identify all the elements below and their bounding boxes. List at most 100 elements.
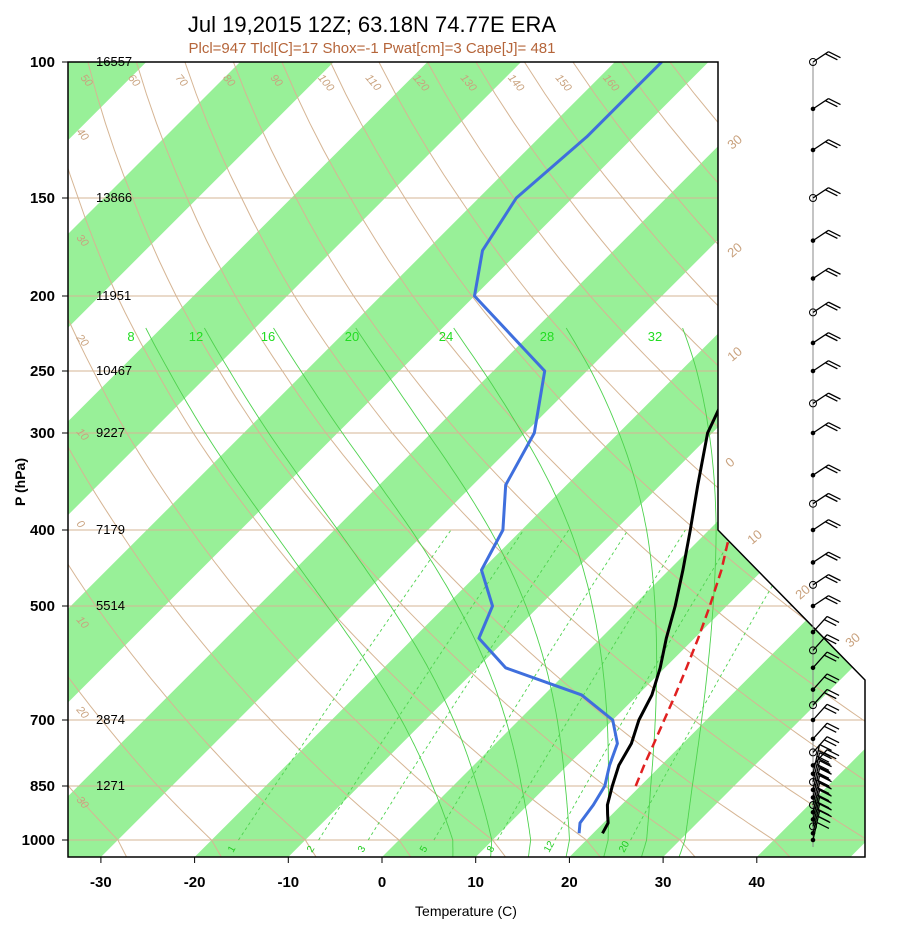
moist-adiabat xyxy=(565,327,658,857)
moist-adiabat xyxy=(355,327,570,857)
dry-adiabat-label: 140 xyxy=(505,72,527,94)
wind-barb-feather xyxy=(823,692,837,700)
moist-adiabat xyxy=(204,327,493,857)
wind-barb-feather xyxy=(817,780,831,789)
wind-station-marker xyxy=(809,580,817,589)
mixing-ratio-label: 5 xyxy=(418,844,431,855)
moist-adiabat xyxy=(677,327,717,857)
moist-adiabat-label: 20 xyxy=(345,329,359,344)
dry-adiabat xyxy=(68,62,130,857)
dry-adiabat xyxy=(426,62,865,857)
wind-station-marker xyxy=(809,194,817,202)
axis-labels: Jul 19,2015 12Z; 63.18N 74.77E ERA Plcl=… xyxy=(12,12,556,919)
wind-barb-staff xyxy=(812,187,829,199)
wind-barb-feather xyxy=(819,796,832,804)
pressure-tick-label: 1000 xyxy=(22,832,55,849)
wind-barb-feather xyxy=(826,703,840,711)
dry-adiabat-label: 20 xyxy=(73,703,91,722)
moist-adiabat-label: 8 xyxy=(127,329,134,344)
wind-barb-staff xyxy=(812,139,829,151)
mixing-ratio-label: 3 xyxy=(356,844,369,855)
temperature-tick-label: 40 xyxy=(748,874,765,891)
wind-barbs xyxy=(809,51,841,847)
wind-barb-staff xyxy=(812,615,828,633)
y-axis-label: P (hPa) xyxy=(12,458,28,506)
pressure-tick-label: 850 xyxy=(30,778,55,795)
wind-barb-staff xyxy=(812,492,829,505)
wind-barb-staff xyxy=(812,574,829,586)
wind-barb-staff xyxy=(812,634,828,651)
wind-barb-feather xyxy=(828,301,841,309)
wind-barb-feather xyxy=(828,422,841,430)
height-label: 7179 xyxy=(96,522,125,537)
temperature-tick-label: -20 xyxy=(184,874,206,891)
wind-barb-feather xyxy=(825,189,838,197)
wind-barb-staff xyxy=(812,551,829,564)
plot-frame xyxy=(67,61,866,858)
height-label: 13866 xyxy=(96,190,132,205)
wind-barb-staff xyxy=(812,797,821,827)
wind-barb-staff xyxy=(812,595,829,607)
wind-barb-staff xyxy=(812,267,829,280)
isotherm-label: 30 xyxy=(724,132,745,153)
wind-barb-feather xyxy=(819,782,832,790)
height-label: 16557 xyxy=(96,54,132,69)
wind-barb-staff xyxy=(812,332,829,344)
wind-barb-feather xyxy=(825,269,838,277)
wind-barb-feather xyxy=(819,752,832,760)
wind-barb-staff xyxy=(812,689,828,706)
pressure-tick-label: 400 xyxy=(30,522,55,539)
mixing-ratio-label: 2 xyxy=(305,844,318,855)
parcel-line xyxy=(634,538,730,787)
isotherm-label: 10 xyxy=(724,344,745,365)
wind-barb-feather xyxy=(828,551,841,559)
wind-barb-feather xyxy=(826,615,840,623)
dry-adiabat xyxy=(281,62,865,857)
wind-barb-feather xyxy=(819,803,832,811)
mixing-ratio-line xyxy=(497,529,686,841)
pressure-tick-label: 250 xyxy=(30,363,55,380)
wind-barb-staff xyxy=(812,810,821,841)
wind-barb-staff xyxy=(812,651,828,669)
wind-barb-feather xyxy=(828,519,841,527)
height-label: 10467 xyxy=(96,363,132,378)
dry-adiabat xyxy=(68,62,320,857)
wind-barb-staff xyxy=(812,760,821,791)
dry-adiabat xyxy=(68,62,510,857)
wind-barb-staff xyxy=(812,703,828,721)
wind-barb-feather xyxy=(828,229,841,237)
wind-barb-feather xyxy=(823,739,837,747)
mixing-ratio-line xyxy=(554,529,738,841)
wind-barb-feather xyxy=(828,595,841,603)
wind-barb-feather xyxy=(819,810,832,818)
wind-barb-staff xyxy=(812,744,821,774)
dry-adiabat xyxy=(184,62,865,857)
height-label: 11951 xyxy=(96,288,131,303)
dewpoint-line xyxy=(473,62,663,834)
wind-barb-feather xyxy=(825,576,838,584)
wind-barb-feather xyxy=(823,654,837,662)
green-band xyxy=(68,62,522,857)
wind-barb-feather xyxy=(828,51,841,59)
wind-barb-feather xyxy=(825,553,838,561)
wind-station-marker xyxy=(809,646,817,655)
height-label: 5514 xyxy=(96,598,125,613)
isotherm-label: 0 xyxy=(722,454,737,470)
moist-adiabat xyxy=(273,327,532,857)
height-label: 1271 xyxy=(96,778,125,793)
wind-barb-feather xyxy=(817,757,831,766)
wind-barb-feather xyxy=(817,749,831,757)
pressure-tick-label: 200 xyxy=(30,288,55,305)
dry-adiabat-label: 150 xyxy=(553,72,575,94)
pressure-tick-label: 700 xyxy=(30,712,55,729)
pressure-tick-label: 500 xyxy=(30,598,55,615)
wind-barb-staff xyxy=(812,392,829,404)
wind-station-marker xyxy=(809,399,817,408)
wind-barb-feather xyxy=(826,688,840,697)
wind-barb-feather xyxy=(823,725,837,733)
temperature-tick-label: -10 xyxy=(277,874,299,891)
temperature-tick-label: 0 xyxy=(378,874,386,891)
wind-station-marker xyxy=(809,58,817,66)
mixing-ratio-label: 12 xyxy=(542,839,557,855)
